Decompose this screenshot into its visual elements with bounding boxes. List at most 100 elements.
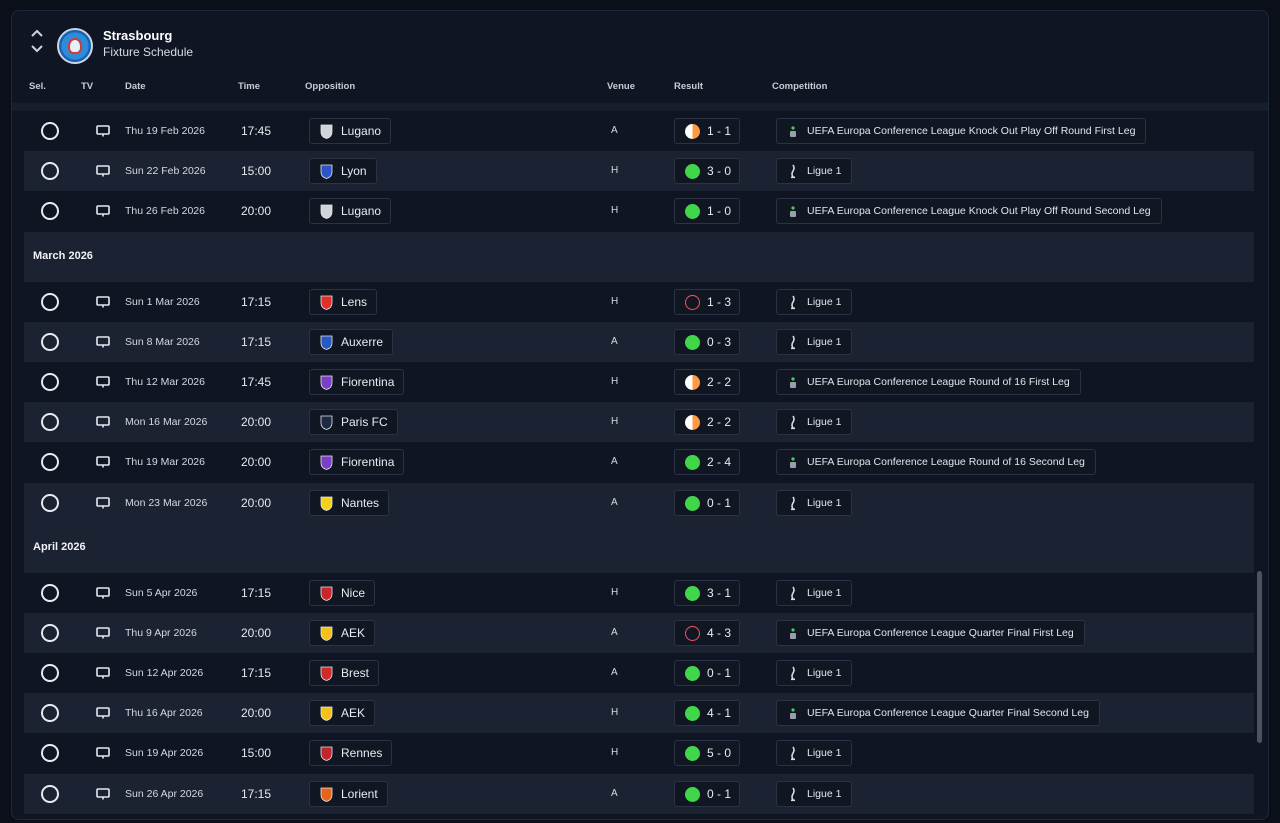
competition-button[interactable]: Ligue 1 [776,288,853,315]
opposition-button[interactable]: Lyon [309,158,377,185]
opposition-button[interactable]: Nice [309,579,376,606]
fixture-row[interactable]: Thu 16 Apr 2026 20:00 AEK H 4 - 1 [24,693,1254,734]
scrollbar[interactable] [1257,571,1262,743]
competition-button[interactable]: UEFA Europa Conference League Knock Out … [776,118,1147,144]
col-time[interactable]: Time [238,81,261,92]
result-button[interactable]: 3 - 1 [674,579,740,606]
competition-button[interactable]: Ligue 1 [776,660,853,687]
col-date[interactable]: Date [125,81,146,92]
fixture-time: 20:00 [241,495,272,510]
result-button[interactable]: 5 - 0 [674,740,740,767]
competition-button[interactable]: UEFA Europa Conference League Round of 1… [776,449,1096,476]
fixture-row[interactable]: Thu 26 Feb 2026 20:00 Lugano H 1 - 0 [24,191,1254,231]
fixture-row[interactable]: Sun 8 Mar 2026 17:15 Auxerre A 0 - 3 [24,321,1254,362]
opposition-button[interactable]: AEK [309,700,376,727]
result-button[interactable]: 2 - 2 [674,409,740,436]
fixture-row[interactable]: Mon 23 Mar 2026 20:00 Nantes A 0 - 1 [24,482,1254,523]
competition-button[interactable]: Ligue 1 [776,740,853,767]
select-radio[interactable] [41,292,59,311]
opposition-name: Rennes [341,746,383,761]
opposition-button[interactable]: Fiorentina [309,368,405,395]
competition-button[interactable]: Ligue 1 [776,328,853,355]
select-radio[interactable] [41,162,59,181]
opposition-button[interactable]: Nantes [309,489,390,516]
result-button[interactable]: 1 - 1 [674,118,740,144]
tv-icon [96,165,110,177]
competition-button[interactable]: Ligue 1 [776,158,853,185]
opposition-button[interactable]: Lugano [309,198,392,225]
competition-button[interactable]: Ligue 1 [776,489,853,516]
result-button[interactable]: 0 - 1 [674,780,740,807]
fixture-row[interactable]: Mon 16 Mar 2026 20:00 Paris FC H 2 - 2 [24,402,1254,443]
select-radio[interactable] [41,744,59,763]
result-button[interactable]: 0 - 1 [674,660,740,687]
competition-button[interactable]: UEFA Europa Conference League Knock Out … [776,198,1162,225]
fixture-row[interactable]: Thu 19 Feb 2026 17:45 Lugano A 1 - 1 [24,111,1254,151]
opposition-button[interactable]: Lens [309,288,378,315]
opposition-button[interactable]: Fiorentina [309,449,405,476]
select-radio[interactable] [41,623,59,642]
col-result[interactable]: Result [674,81,704,92]
opposition-button[interactable]: Lorient [309,780,388,807]
opposition-button[interactable]: Auxerre [309,328,394,355]
opposition-button[interactable]: Brest [309,660,380,687]
result-button[interactable]: 4 - 1 [674,700,740,727]
col-venue[interactable]: Venue [607,81,635,92]
fixture-row[interactable]: Sun 12 Apr 2026 17:15 Brest A 0 - 1 [24,653,1254,693]
fixture-row[interactable]: Sun 26 Apr 2026 17:15 Lorient A 0 - 1 [24,773,1254,814]
result-button[interactable]: 1 - 0 [674,198,740,225]
result-button[interactable]: 2 - 2 [674,368,740,395]
select-radio[interactable] [41,664,59,683]
fixture-row[interactable]: Sun 22 Feb 2026 15:00 Lyon H 3 - 0 [24,151,1254,192]
opposition-button[interactable]: AEK [309,619,376,646]
fixture-date: Thu 26 Feb 2026 [125,205,205,218]
select-radio[interactable] [41,372,59,391]
col-sel[interactable]: Sel. [29,81,46,92]
fixture-row[interactable]: Sun 1 Mar 2026 17:15 Lens H 1 - 3 [24,282,1254,322]
select-radio[interactable] [41,583,59,602]
competition-button[interactable]: Ligue 1 [776,579,853,606]
col-opposition[interactable]: Opposition [305,81,356,92]
result-score: 2 - 2 [707,374,732,389]
result-button[interactable]: 0 - 1 [674,489,740,516]
fixture-row[interactable]: Sun 19 Apr 2026 15:00 Rennes H 5 - 0 [24,733,1254,773]
tv-icon [96,627,110,639]
result-button[interactable]: 2 - 4 [674,449,740,476]
select-radio[interactable] [41,122,59,140]
fixture-row[interactable]: Sun 5 Apr 2026 17:15 Nice H 3 - 1 [24,573,1254,613]
select-radio[interactable] [41,493,59,512]
fixture-time: 17:15 [241,334,272,349]
fixture-time: 17:15 [241,786,272,801]
opposition-button[interactable]: Lugano [309,118,392,144]
select-radio[interactable] [41,453,59,472]
fixture-row[interactable]: Thu 12 Mar 2026 17:45 Fiorentina H 2 - 2 [24,362,1254,402]
tv-icon [96,707,110,719]
select-radio[interactable] [41,413,59,432]
opposition-button[interactable]: Paris FC [309,409,398,436]
chevron-down-icon[interactable] [30,43,44,55]
result-button[interactable]: 4 - 3 [674,619,740,646]
competition-button[interactable]: UEFA Europa Conference League Quarter Fi… [776,700,1100,727]
result-button[interactable]: 3 - 0 [674,158,740,185]
ligue1-icon [791,415,795,430]
chevron-up-icon[interactable] [30,27,44,39]
competition-button[interactable]: Ligue 1 [776,780,853,807]
select-radio[interactable] [41,332,59,351]
select-radio[interactable] [41,202,59,221]
club-name[interactable]: Strasbourg [103,28,173,43]
result-button[interactable]: 1 - 3 [674,288,740,315]
competition-button[interactable]: Ligue 1 [776,409,853,436]
fixture-venue: H [611,295,619,307]
ligue1-icon [791,496,795,510]
result-button[interactable]: 0 - 3 [674,328,740,355]
col-tv[interactable]: TV [81,81,94,92]
competition-button[interactable]: UEFA Europa Conference League Round of 1… [776,368,1081,395]
fixture-row[interactable]: Thu 19 Mar 2026 20:00 Fiorentina A 2 - 4 [24,442,1254,482]
select-radio[interactable] [41,784,59,803]
fixture-row[interactable]: Thu 9 Apr 2026 20:00 AEK A 4 - 3 [24,612,1254,654]
club-badge[interactable] [57,28,93,64]
select-radio[interactable] [41,704,59,723]
opposition-button[interactable]: Rennes [309,740,393,767]
competition-button[interactable]: UEFA Europa Conference League Quarter Fi… [776,619,1085,646]
col-competition[interactable]: Competition [772,81,828,92]
